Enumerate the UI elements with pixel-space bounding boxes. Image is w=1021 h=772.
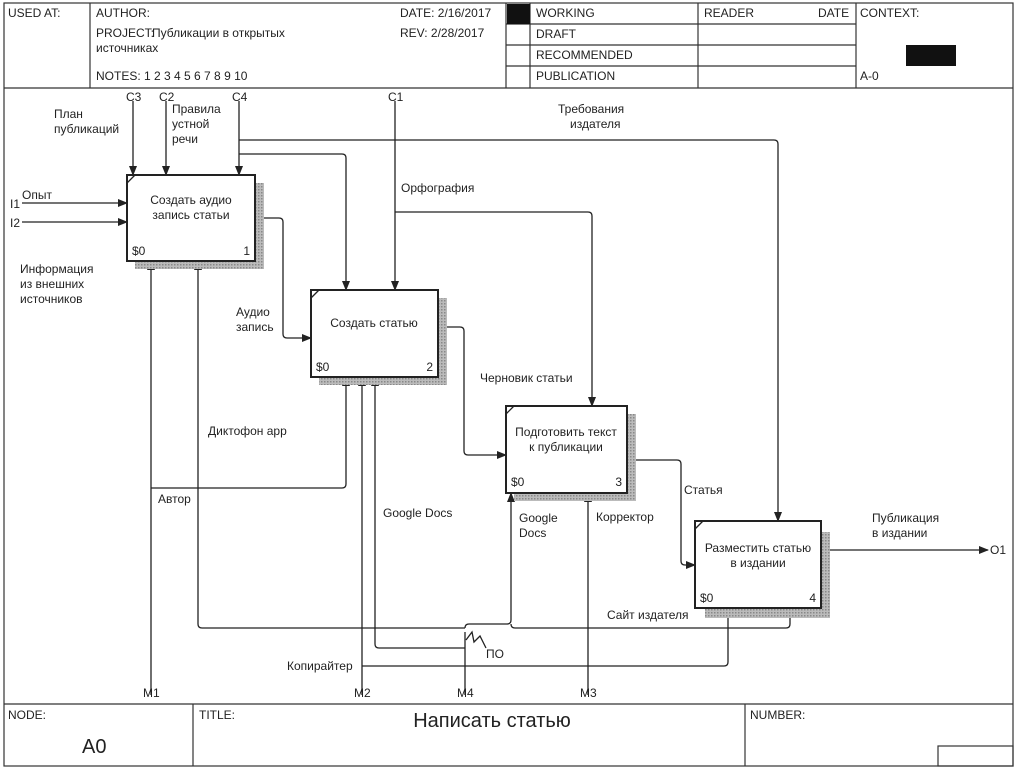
box-3-name-line1: Подготовить текст (515, 425, 617, 439)
node-label: NODE: (8, 708, 46, 722)
code-i1: I1 (10, 197, 20, 211)
box-2-cost: $0 (316, 360, 330, 374)
code-c2: C2 (159, 90, 175, 104)
label-audio-2: запись (236, 320, 274, 334)
box-3-name-line2: к публикации (529, 440, 603, 454)
label-gdocs-box3-2: Docs (519, 526, 546, 540)
box-2-name-line1: Создать статью (330, 316, 417, 330)
squiggle-software (465, 630, 487, 649)
arrow-draft[interactable] (438, 326, 507, 459)
label-gdocs-box2: Google Docs (383, 506, 452, 520)
arrow-audio[interactable] (255, 217, 312, 342)
author-label: AUTHOR: (96, 6, 150, 20)
box-1-cost: $0 (132, 244, 146, 258)
project-label: PROJECT: (96, 26, 154, 40)
box-1-number: 1 (243, 244, 250, 258)
label-info-1: Информация (20, 262, 93, 276)
box-3-number: 3 (615, 475, 622, 489)
date: DATE: 2/16/2017 (400, 6, 491, 20)
label-software: ПО (486, 647, 504, 661)
label-corrector: Корректор (596, 510, 654, 524)
reader-date-label: DATE (818, 6, 849, 20)
code-m2: M2 (354, 686, 371, 700)
box-1-name-line2: запись статьи (152, 208, 229, 222)
notes: NOTES: 1 2 3 4 5 6 7 8 9 10 (96, 69, 248, 83)
label-dictaphone: Диктофон app (208, 424, 287, 438)
box-2-number: 2 (426, 360, 433, 374)
project-name-line1: Публикации в открытых (152, 26, 285, 40)
label-article: Статья (684, 483, 723, 497)
label-requirements-2: издателя (570, 117, 621, 131)
label-requirements-1: Требования (558, 102, 624, 116)
activity-box-4[interactable]: Разместить статью в издании $0 4 (694, 520, 830, 618)
activity-box-1[interactable]: Создать аудио запись статьи $0 1 (126, 174, 264, 269)
label-publication-2: в издании (872, 526, 927, 540)
label-rules-1: Правила (172, 102, 221, 116)
status-publication: PUBLICATION (536, 69, 615, 83)
arrow-site[interactable] (510, 607, 794, 629)
arrow-author[interactable] (151, 376, 350, 489)
label-rules-3: речи (172, 132, 198, 146)
code-m3: M3 (580, 686, 597, 700)
header-frame (3, 2, 1014, 767)
number-label: NUMBER: (750, 708, 805, 722)
box-1-name-line1: Создать аудио (150, 193, 232, 207)
arrow-c4-to-box2[interactable] (239, 153, 350, 291)
label-info-2: из внешних (20, 277, 84, 291)
activity-box-3[interactable]: Подготовить текст к публикации $0 3 (505, 405, 636, 501)
working-status-marker (507, 4, 530, 24)
label-site: Сайт издателя (607, 608, 689, 622)
status-working: WORKING (536, 6, 595, 20)
arrow-gdocs-box2[interactable] (371, 376, 465, 649)
used-at-label: USED AT: (8, 6, 60, 20)
footer-frame (4, 703, 1014, 767)
context-thumbnail (906, 45, 956, 66)
project-name-line2: источниках (96, 41, 158, 55)
box-4-number: 4 (809, 591, 816, 605)
box-4-cost: $0 (700, 591, 714, 605)
label-plan-2: публикаций (54, 122, 119, 136)
rev: REV: 2/28/2017 (400, 26, 485, 40)
label-rules-2: устной (172, 117, 209, 131)
code-m1: M1 (143, 686, 160, 700)
reader-label: READER (704, 6, 754, 20)
label-gdocs-box3-1: Google (519, 511, 558, 525)
arrow-gdocs-box3[interactable] (464, 492, 515, 629)
box-3-cost: $0 (511, 475, 525, 489)
diagram-title: Написать статью (413, 710, 571, 732)
arrow-copywriter[interactable] (362, 607, 732, 667)
arrow-article[interactable] (627, 459, 696, 569)
label-spelling: Орфография (401, 181, 474, 195)
label-publication-1: Публикация (872, 511, 939, 525)
arrow-c4-to-box4[interactable] (239, 139, 782, 522)
activity-box-2[interactable]: Создать статью $0 2 (310, 289, 447, 385)
status-recommended: RECOMMENDED (536, 48, 633, 62)
code-i2: I2 (10, 216, 20, 230)
label-draft: Черновик статьи (480, 371, 573, 385)
label-info-3: источников (20, 292, 83, 306)
arrow-dictaphone[interactable] (198, 261, 466, 695)
code-c3: C3 (126, 90, 142, 104)
label-copywriter: Копирайтер (287, 659, 353, 673)
code-c4: C4 (232, 90, 248, 104)
context-label: CONTEXT: (860, 6, 919, 20)
label-experience: Опыт (22, 188, 52, 202)
status-draft: DRAFT (536, 27, 577, 41)
label-plan-1: План (54, 107, 83, 121)
arrows (22, 101, 989, 695)
box-4-name-line2: в издании (730, 556, 785, 570)
context-node: A-0 (860, 69, 879, 83)
title-label: TITLE: (199, 708, 235, 722)
code-c1: C1 (388, 90, 404, 104)
box-4-name-line1: Разместить статью (705, 541, 811, 555)
node-value: A0 (82, 736, 106, 758)
code-m4: M4 (457, 686, 474, 700)
label-author: Автор (158, 492, 191, 506)
code-o1: O1 (990, 543, 1006, 557)
arrow-spelling[interactable] (395, 211, 596, 407)
label-audio-1: Аудио (236, 305, 270, 319)
